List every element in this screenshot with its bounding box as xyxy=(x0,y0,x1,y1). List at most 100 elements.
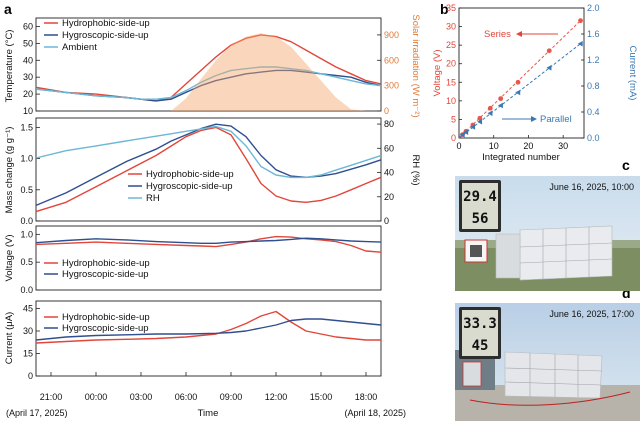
y-tick-label: 10 xyxy=(23,106,33,116)
legend-hygroscopic: Hygroscopic-side-up xyxy=(62,269,149,280)
panel-label-a: a xyxy=(4,1,12,17)
photo-d-panels xyxy=(462,351,631,406)
parallel-annotation: Parallel xyxy=(502,114,572,125)
y2-tick-label: 600 xyxy=(384,55,399,65)
b-y-tick-label: 25 xyxy=(446,40,456,50)
series-line-hygroscopic-side-up xyxy=(35,318,382,341)
y2-tick-label: 900 xyxy=(384,30,399,40)
photo-c-lcd-rh: 56 xyxy=(472,211,489,227)
b-x-tick-label: 10 xyxy=(489,141,499,151)
y-tick-label: 30 xyxy=(23,72,33,82)
y2-tick-label: 300 xyxy=(384,81,399,91)
start-date: (April 17, 2025) xyxy=(6,408,68,418)
y-tick-label: 20 xyxy=(23,89,33,99)
b-y2-tick-label: 1.6 xyxy=(587,29,600,39)
series-line-hygroscopic-side-up xyxy=(35,237,382,244)
series-line-hydrophobic-side-up xyxy=(35,310,381,344)
y2-tick-label: 80 xyxy=(384,119,394,129)
mass-panel: Mass change (g g⁻¹) RH (%) 0.00.51.01.5 … xyxy=(4,117,421,226)
voltage-panel: Voltage (V) 0.0 0.5 1.0 Hydrophobic-side-u… xyxy=(4,225,382,295)
b-y2-tick-label: 0.0 xyxy=(587,133,600,143)
legend-hydrophobic: Hydrophobic-side-up xyxy=(62,18,150,29)
mass-ylabel: Mass change (g g⁻¹) xyxy=(4,127,15,214)
photo-c-lcd-temp: 29.4 xyxy=(463,189,497,205)
temperature-legend: Hydrophobic-side-up Hygroscopic-side-up … xyxy=(44,18,150,53)
mass-frame xyxy=(35,117,382,222)
b-y-tick-label: 5 xyxy=(451,114,456,124)
parallel-point xyxy=(470,124,476,130)
y2-tick-label: 0 xyxy=(384,106,389,116)
b-x-tick-label: 0 xyxy=(456,141,461,151)
series-fit-line xyxy=(458,20,581,139)
parallel-label: Parallel xyxy=(540,114,572,125)
y-tick-label: 0.0 xyxy=(20,216,33,226)
x-tick-label: 09:00 xyxy=(220,392,243,402)
legend-hydrophobic: Hydrophobic-side-up xyxy=(146,169,234,180)
legend-hygroscopic: Hygroscopic-side-up xyxy=(62,30,149,41)
parallel-point xyxy=(459,131,465,138)
y-tick-label: 45 xyxy=(23,304,33,314)
temperature-ylabel: Temperature (°C) xyxy=(4,30,15,103)
parallel-point xyxy=(497,102,503,109)
b-y-tick-label: 35 xyxy=(446,3,456,13)
x-tick-label: 12:00 xyxy=(265,392,288,402)
panel-label-c: c xyxy=(622,157,630,173)
b-y2-tick-label: 0.8 xyxy=(587,81,600,91)
b-y-tick-label: 15 xyxy=(446,77,456,87)
y-tick-label: 40 xyxy=(23,55,33,65)
series-arrowhead xyxy=(516,31,522,37)
b-y-tick-label: 10 xyxy=(446,96,456,106)
voltage-frame xyxy=(35,225,382,291)
b-y2-tick-label: 1.2 xyxy=(587,55,600,65)
y-tick-label: 1.0 xyxy=(20,154,33,164)
panel-label-d: d xyxy=(622,285,631,301)
parallel-point xyxy=(487,110,493,117)
y-tick-label: 1.0 xyxy=(20,229,33,239)
x-tick-label: 18:00 xyxy=(355,392,378,402)
legend-hydrophobic: Hydrophobic-side-up xyxy=(62,312,150,323)
integrated-xlabel: Integrated number xyxy=(482,152,560,163)
parallel-arrowhead xyxy=(531,116,537,122)
b-y-tick-label: 30 xyxy=(446,22,456,32)
current-frame xyxy=(35,300,382,377)
photo-c-lcd-screen xyxy=(462,183,498,229)
legend-hydrophobic: Hydrophobic-side-up xyxy=(62,258,150,269)
parallel-point xyxy=(515,89,521,96)
integrated-y2label: Current (mA) xyxy=(627,46,638,101)
panel-label-b: b xyxy=(440,1,449,17)
voltage-legend: Hydrophobic-side-up Hygroscopic-side-up xyxy=(44,258,150,280)
series-point xyxy=(515,79,521,85)
photo-d: 33.3 45 June 16, 2025, 17:00 xyxy=(455,303,640,421)
y-tick-label: 1.5 xyxy=(20,122,33,132)
series-point xyxy=(578,18,583,24)
b-y-tick-label: 20 xyxy=(446,59,456,69)
b-x-tick-label: 20 xyxy=(523,141,533,151)
series-line-ambient xyxy=(35,66,382,100)
solar-area xyxy=(36,33,381,111)
y-tick-label: 0.5 xyxy=(20,185,33,195)
b-y2-tick-label: 0.4 xyxy=(587,107,600,117)
series-line-hygroscopic-side-up xyxy=(35,123,382,207)
legend-hygroscopic: Hygroscopic-side-up xyxy=(146,181,233,192)
y2-tick-label: 20 xyxy=(384,192,394,202)
current-ylabel: Current (μA) xyxy=(4,312,15,364)
series-annotation: Series xyxy=(484,29,558,40)
current-panel: Current (μA) 0 15 30 45 Hydrophobic-side-up… xyxy=(4,300,406,419)
parallel-point xyxy=(546,65,552,71)
series-point xyxy=(546,48,552,54)
y2-tick-label: 0 xyxy=(384,216,389,226)
legend-rh: RH xyxy=(146,193,160,204)
rh-ylabel: RH (%) xyxy=(410,154,421,185)
end-date: (April 18, 2025) xyxy=(344,408,406,418)
photo-d-lcd-rh: 45 xyxy=(472,338,489,354)
x-tick-label: 15:00 xyxy=(310,392,333,402)
b-y2-tick-label: 2.0 xyxy=(587,3,600,13)
photo-c-caption: June 16, 2025, 10:00 xyxy=(549,182,634,192)
b-y-tick-label: 0 xyxy=(451,133,456,143)
b-x-tick-label: 30 xyxy=(558,141,568,151)
voltage-ylabel: Voltage (V) xyxy=(4,235,15,282)
y-tick-label: 15 xyxy=(23,349,33,359)
x-tick-label: 21:00 xyxy=(40,392,63,402)
y-tick-label: 30 xyxy=(23,326,33,336)
